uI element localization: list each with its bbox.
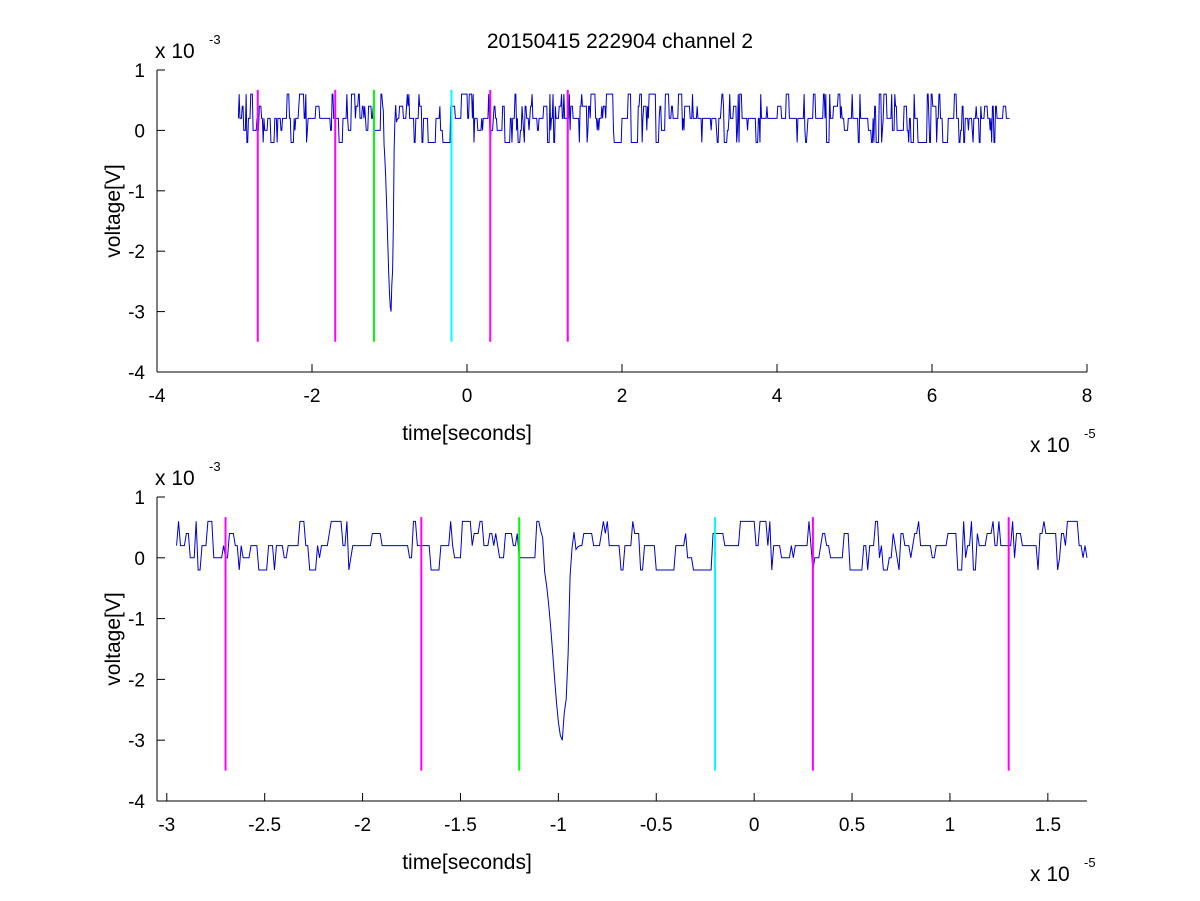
x-tick-label: -2 [354, 815, 371, 836]
x-exponent-label: x 10 [1030, 434, 1070, 457]
y-exponent-label: x 10 [155, 467, 195, 490]
x-tick-label: 0 [749, 815, 760, 836]
y-tick-label: -3 [128, 303, 145, 324]
y-axis-label: voltage[V] [102, 592, 125, 685]
x-exponent-label: x 10 [1030, 863, 1070, 886]
y-exponent-power: -3 [209, 32, 221, 47]
x-tick-label: 4 [772, 386, 783, 407]
x-exponent-power: -5 [1084, 426, 1096, 441]
y-axis-label: voltage[V] [102, 164, 125, 257]
x-tick-label: 0 [462, 386, 473, 407]
x-tick-label: -1.5 [444, 815, 477, 836]
x-tick-label: 0.5 [839, 815, 865, 836]
x-tick-label: -0.5 [640, 815, 673, 836]
x-tick-label: 2 [617, 386, 628, 407]
x-axis-label: time[seconds] [402, 422, 532, 445]
x-axis-label: time[seconds] [402, 851, 532, 874]
y-tick-label: -1 [128, 182, 145, 203]
figure-title: 20150415 222904 channel 2 [487, 30, 753, 53]
y-tick-label: 0 [134, 549, 145, 570]
y-tick-label: -3 [128, 731, 145, 752]
x-tick-label: -1 [550, 815, 567, 836]
y-tick-label: -2 [128, 670, 145, 691]
y-exponent-power: -3 [209, 459, 221, 474]
x-tick-label: 1.5 [1035, 815, 1061, 836]
x-tick-label: 6 [927, 386, 938, 407]
x-tick-label: -4 [149, 386, 166, 407]
x-exponent-power: -5 [1084, 855, 1096, 870]
x-tick-label: 1 [945, 815, 956, 836]
y-exponent-label: x 10 [155, 40, 195, 63]
signal-trace [237, 93, 1010, 312]
y-tick-label: 0 [134, 121, 145, 142]
x-tick-label: 8 [1082, 386, 1093, 407]
y-tick-label: 1 [134, 488, 145, 509]
y-tick-label: -1 [128, 610, 145, 631]
y-tick-label: -2 [128, 242, 145, 263]
plot-panels: -4 -2 0 2 4 6 810-1-2-3-4x 10-3x 10-5time[seco… [102, 32, 1096, 886]
x-tick-label: -2.5 [248, 815, 281, 836]
signal-trace [176, 520, 1088, 741]
panel-2: -3 -2.5 -2 -1.5 -1 -0.5 0 0.5 1 1.5 1 0 -1 -2 -3 -4 x 10… [102, 459, 1096, 886]
y-tick-label: 1 [134, 61, 145, 82]
x-tick-label: -3 [158, 815, 175, 836]
x-tick-label: -2 [304, 386, 321, 407]
y-tick-label: -4 [128, 792, 145, 813]
y-tick-label: -4 [128, 363, 145, 384]
panel-1: -4 -2 0 2 4 6 810-1-2-3-4x 10-3x 10-5time[seco… [102, 32, 1096, 457]
